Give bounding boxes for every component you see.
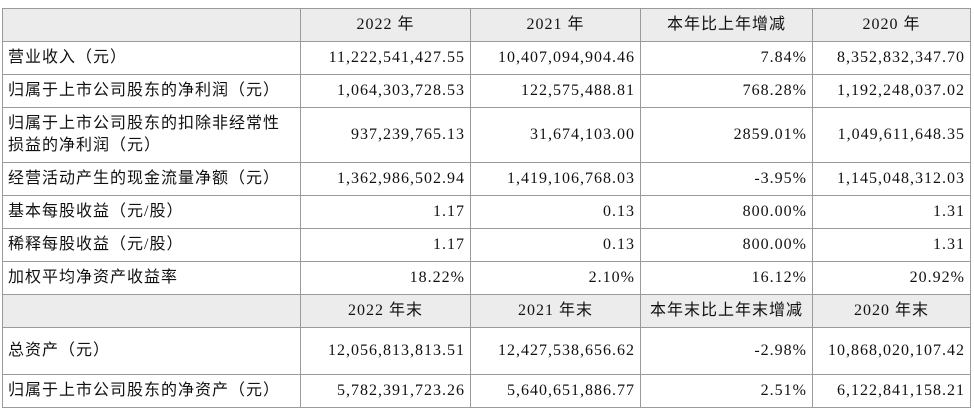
- value-cell: 5,782,391,723.26: [300, 374, 471, 408]
- header-cell: 2022 年末: [300, 294, 471, 328]
- value-cell: 2.51%: [640, 374, 813, 408]
- value-cell: 12,056,813,813.51: [300, 327, 471, 375]
- value-cell: 1,145,048,312.03: [812, 162, 971, 196]
- header-cell: 2020 年末: [812, 294, 971, 328]
- value-cell: 2859.01%: [640, 107, 813, 163]
- header-cell: 2021 年: [470, 8, 641, 42]
- data-row: 归属于上市公司股东的净资产（元） 5,782,391,723.26 5,640,65…: [2, 374, 971, 408]
- header-cell: 2021 年末: [470, 294, 641, 328]
- header-cell: [2, 294, 301, 328]
- header-cell: 本年比上年增减: [640, 8, 813, 42]
- data-row: 归属于上市公司股东的净利润（元） 1,064,303,728.53 122,575,…: [2, 74, 971, 108]
- data-row: 稀释每股收益（元/股） 1.17 0.13 800.00% 1.31: [2, 228, 971, 262]
- value-cell: 1,419,106,768.03: [470, 162, 641, 196]
- header-row: 2022 年 2021 年本年比上年增减 2020 年: [2, 8, 971, 42]
- value-cell: 7.84%: [640, 41, 813, 75]
- value-cell: 2.10%: [470, 261, 641, 295]
- value-cell: 800.00%: [640, 195, 813, 229]
- value-cell: 20.92%: [812, 261, 971, 295]
- value-cell: 122,575,488.81: [470, 74, 641, 108]
- row-label: 归属于上市公司股东的净利润（元）: [2, 74, 301, 108]
- data-row: 营业收入（元） 11,222,541,427.55 10,407,094,904.4…: [2, 41, 971, 75]
- data-row: 经营活动产生的现金流量净额（元） 1,362,986,502.94 1,419,10…: [2, 162, 971, 196]
- header-cell: 本年末比上年末增减: [640, 294, 813, 328]
- value-cell: 1,362,986,502.94: [300, 162, 471, 196]
- value-cell: 1.31: [812, 228, 971, 262]
- value-cell: 1.17: [300, 195, 471, 229]
- header-cell: [2, 8, 301, 42]
- value-cell: 768.28%: [640, 74, 813, 108]
- value-cell: -3.95%: [640, 162, 813, 196]
- financial-table: 2022 年 2021 年本年比上年增减 2020 年营业收入（元） 11,222,5…: [2, 8, 971, 408]
- row-label: 归属于上市公司股东的扣除非经常性损益的净利润（元）: [2, 107, 301, 163]
- value-cell: 1,049,611,648.35: [812, 107, 971, 163]
- value-cell: 16.12%: [640, 261, 813, 295]
- value-cell: 31,674,103.00: [470, 107, 641, 163]
- value-cell: 1,192,248,037.02: [812, 74, 971, 108]
- row-label: 经营活动产生的现金流量净额（元）: [2, 162, 301, 196]
- value-cell: 10,868,020,107.42: [812, 327, 971, 375]
- value-cell: -2.98%: [640, 327, 813, 375]
- header-row: 2022 年末 2021 年末 本年末比上年末增减 2020 年末: [2, 294, 971, 328]
- value-cell: 18.22%: [300, 261, 471, 295]
- value-cell: 6,122,841,158.21: [812, 374, 971, 408]
- header-cell: 2020 年: [812, 8, 971, 42]
- data-row: 总资产（元） 12,056,813,813.51 12,427,538,656.62…: [2, 327, 971, 375]
- value-cell: 5,640,651,886.77: [470, 374, 641, 408]
- data-row: 归属于上市公司股东的扣除非经常性损益的净利润（元） 937,239,765.13 3…: [2, 107, 971, 163]
- value-cell: 1,064,303,728.53: [300, 74, 471, 108]
- row-label: 基本每股收益（元/股）: [2, 195, 301, 229]
- row-label: 营业收入（元）: [2, 41, 301, 75]
- value-cell: 1.31: [812, 195, 971, 229]
- value-cell: 11,222,541,427.55: [300, 41, 471, 75]
- value-cell: 8,352,832,347.70: [812, 41, 971, 75]
- row-label: 总资产（元）: [2, 327, 301, 375]
- data-row: 加权平均净资产收益率 18.22% 2.10% 16.12% 20.92%: [2, 261, 971, 295]
- value-cell: 0.13: [470, 195, 641, 229]
- value-cell: 10,407,094,904.46: [470, 41, 641, 75]
- row-label: 加权平均净资产收益率: [2, 261, 301, 295]
- value-cell: 1.17: [300, 228, 471, 262]
- value-cell: 12,427,538,656.62: [470, 327, 641, 375]
- header-cell: 2022 年: [300, 8, 471, 42]
- value-cell: 800.00%: [640, 228, 813, 262]
- data-row: 基本每股收益（元/股） 1.17 0.13 800.00% 1.31: [2, 195, 971, 229]
- row-label: 稀释每股收益（元/股）: [2, 228, 301, 262]
- table-body: 2022 年 2021 年本年比上年增减 2020 年营业收入（元） 11,222,5…: [2, 8, 971, 408]
- value-cell: 0.13: [470, 228, 641, 262]
- value-cell: 937,239,765.13: [300, 107, 471, 163]
- row-label: 归属于上市公司股东的净资产（元）: [2, 374, 301, 408]
